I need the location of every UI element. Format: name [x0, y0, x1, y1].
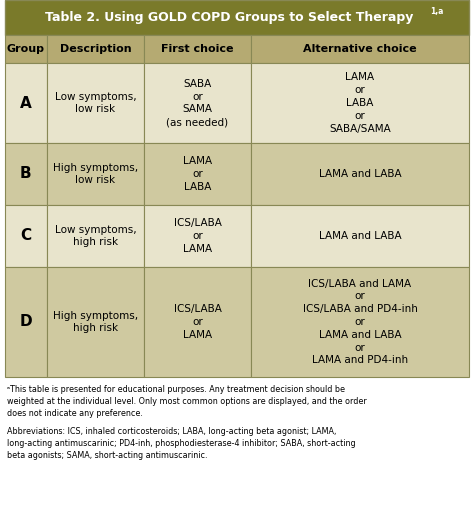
Bar: [251, 63, 469, 143]
Text: High symptoms,
low risk: High symptoms, low risk: [53, 163, 138, 185]
Text: ᵃThis table is presented for educational purposes. Any treatment decision should: ᵃThis table is presented for educational…: [7, 385, 367, 418]
Bar: [144, 63, 251, 143]
Bar: [47, 35, 144, 63]
Text: Low symptoms,
high risk: Low symptoms, high risk: [55, 225, 137, 247]
Text: LAMA and LABA: LAMA and LABA: [319, 231, 401, 241]
Bar: [144, 143, 251, 205]
Bar: [5, 0, 469, 35]
Bar: [251, 205, 469, 267]
Text: 1,a: 1,a: [430, 7, 443, 16]
Text: LAMA and LABA: LAMA and LABA: [319, 169, 401, 179]
Bar: [144, 267, 251, 377]
Bar: [144, 205, 251, 267]
Bar: [5, 35, 47, 63]
Bar: [5, 205, 47, 267]
Text: Group: Group: [7, 44, 45, 54]
Bar: [5, 143, 47, 205]
Text: Alternative choice: Alternative choice: [303, 44, 417, 54]
Bar: [5, 267, 47, 377]
Bar: [47, 205, 144, 267]
Text: Table 2. Using GOLD COPD Groups to Select Therapy: Table 2. Using GOLD COPD Groups to Selec…: [45, 11, 413, 24]
Text: D: D: [19, 315, 32, 330]
Bar: [251, 143, 469, 205]
Bar: [251, 35, 469, 63]
Text: ICS/LABA and LAMA
or
ICS/LABA and PD4-inh
or
LAMA and LABA
or
LAMA and PD4-inh: ICS/LABA and LAMA or ICS/LABA and PD4-in…: [302, 279, 418, 366]
Bar: [47, 63, 144, 143]
Text: B: B: [20, 166, 32, 181]
Text: A: A: [20, 95, 32, 111]
Bar: [5, 63, 47, 143]
Text: ICS/LABA
or
LAMA: ICS/LABA or LAMA: [173, 218, 221, 254]
Text: SABA
or
SAMA
(as needed): SABA or SAMA (as needed): [166, 79, 228, 127]
Text: Abbreviations: ICS, inhaled corticosteroids; LABA, long-acting beta agonist; LAM: Abbreviations: ICS, inhaled corticostero…: [7, 427, 356, 459]
Bar: [47, 143, 144, 205]
Bar: [47, 267, 144, 377]
Text: Description: Description: [60, 44, 131, 54]
Text: First choice: First choice: [161, 44, 234, 54]
Text: LAMA
or
LABA
or
SABA/SAMA: LAMA or LABA or SABA/SAMA: [329, 73, 391, 133]
Bar: [144, 35, 251, 63]
Text: LAMA
or
LABA: LAMA or LABA: [183, 156, 212, 192]
Text: High symptoms,
high risk: High symptoms, high risk: [53, 311, 138, 333]
Text: ICS/LABA
or
LAMA: ICS/LABA or LAMA: [173, 304, 221, 340]
Text: Low symptoms,
low risk: Low symptoms, low risk: [55, 92, 137, 114]
Text: C: C: [20, 229, 31, 244]
Bar: [251, 267, 469, 377]
